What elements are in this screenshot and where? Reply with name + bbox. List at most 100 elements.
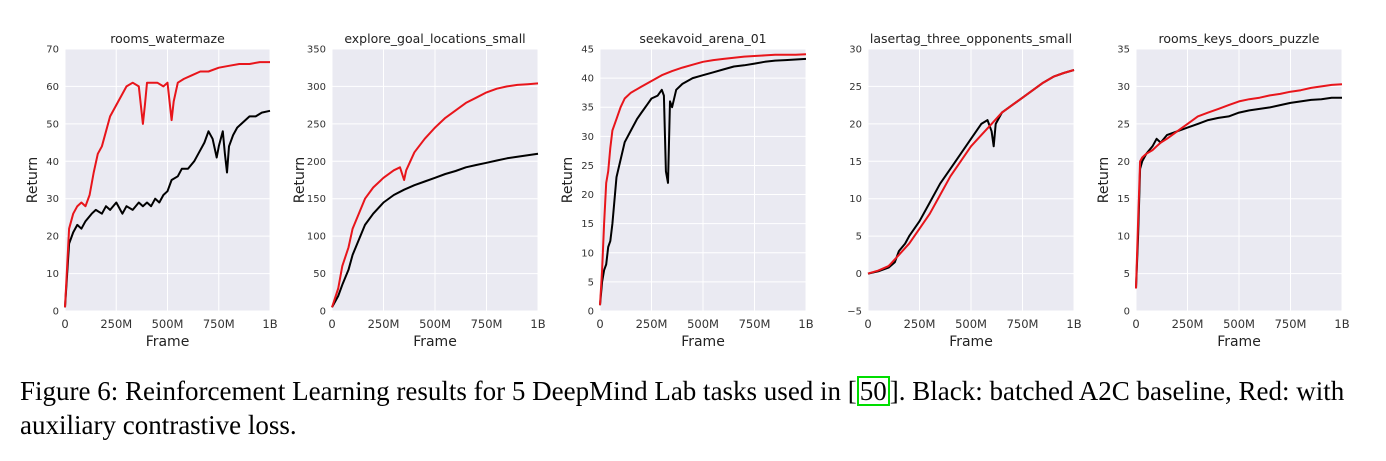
x-axis-label: Frame xyxy=(949,334,993,350)
x-tick-label: 0 xyxy=(328,317,335,331)
y-tick-label: 10 xyxy=(1117,232,1130,243)
x-tick-label: 250M xyxy=(636,317,668,331)
x-tick-label: 1B xyxy=(262,317,277,331)
x-tick-label: 250M xyxy=(904,317,936,331)
x-axis-label: Frame xyxy=(413,334,457,350)
x-tick-label: 1B xyxy=(1334,317,1349,331)
y-tick-label: 25 xyxy=(849,82,862,93)
caption-text-end: ]. Black: batched A2C baseline, Red: wit… xyxy=(20,376,1345,440)
chart-panel-5: 0 5 10 15 20 25 30 35 0 250M 500M 750M 1B rooms_keys_… xyxy=(1096,31,1350,350)
y-tick-label: 5 xyxy=(1124,269,1130,280)
baseline-series-line xyxy=(64,109,271,308)
y-tick-label: 50 xyxy=(313,269,326,280)
x-tick-label: 500M xyxy=(687,317,719,331)
y-axis-label: Return xyxy=(292,157,308,203)
y-tick-label: −5 xyxy=(847,307,862,318)
y-tick-label: 20 xyxy=(849,119,862,130)
x-axis-label: Frame xyxy=(146,334,190,350)
x-tick-label: 750M xyxy=(471,317,503,331)
y-tick-label: 15 xyxy=(581,219,594,230)
y-tick-label: 250 xyxy=(307,119,326,130)
y-tick-label: 15 xyxy=(1117,194,1130,205)
y-axis-label: Return xyxy=(1096,157,1112,203)
y-tick-label: 50 xyxy=(46,119,59,130)
chart-title: rooms_keys_doors_puzzle xyxy=(1158,31,1319,46)
baseline-series-line xyxy=(331,152,539,308)
x-axis-label: Frame xyxy=(681,334,725,350)
x-tick-label: 500M xyxy=(419,317,451,331)
contrastive-series-line xyxy=(64,61,270,308)
y-tick-label: 200 xyxy=(307,157,326,168)
citation-link[interactable]: 50 xyxy=(856,376,890,406)
chart-title: explore_goal_locations_small xyxy=(344,31,525,46)
y-tick-label: 10 xyxy=(849,194,862,205)
chart-panel-1: 0 10 20 30 40 50 60 70 0 250M 500M 750M 1B rooms_wate… xyxy=(25,31,278,350)
caption-text-start: Reinforcement Learning results for 5 Dee… xyxy=(125,376,857,406)
contrastive-series-line xyxy=(1135,83,1343,289)
y-tick-label: 100 xyxy=(307,232,326,243)
y-tick-label: 40 xyxy=(581,74,594,85)
chart-title: seekavoid_arena_01 xyxy=(639,31,766,46)
x-tick-label: 500M xyxy=(152,317,184,331)
y-tick-label: 25 xyxy=(1117,119,1130,130)
y-tick-label: 5 xyxy=(856,232,862,243)
caption-label: Figure 6: xyxy=(20,376,119,406)
x-tick-label: 500M xyxy=(1223,317,1255,331)
chart-panel-3: 0 5 10 15 20 25 30 35 40 45 0 250M 500M 750M 1B seekavo… xyxy=(560,31,814,350)
y-tick-label: 25 xyxy=(581,161,594,172)
x-tick-label: 500M xyxy=(955,317,987,331)
y-tick-label: 30 xyxy=(1117,82,1130,93)
baseline-series-line xyxy=(599,57,807,306)
x-tick-label: 0 xyxy=(61,317,68,331)
x-tick-label: 1B xyxy=(530,317,545,331)
y-tick-label: 40 xyxy=(46,157,59,168)
y-tick-label: 35 xyxy=(581,103,594,114)
contrastive-series-line xyxy=(331,82,539,308)
y-tick-label: 5 xyxy=(588,277,594,288)
y-tick-label: 30 xyxy=(46,194,59,205)
y-tick-label: 0 xyxy=(320,307,326,318)
x-tick-label: 750M xyxy=(739,317,771,331)
y-tick-label: 30 xyxy=(849,45,862,56)
y-tick-label: 35 xyxy=(1117,45,1130,56)
y-tick-label: 20 xyxy=(1117,157,1130,168)
y-tick-label: 10 xyxy=(46,269,59,280)
chart-title: rooms_watermaze xyxy=(110,31,225,46)
y-axis-label: Return xyxy=(25,157,41,203)
y-tick-label: 60 xyxy=(46,82,59,93)
x-tick-label: 0 xyxy=(596,317,603,331)
y-tick-label: 150 xyxy=(307,194,326,205)
x-tick-label: 750M xyxy=(203,317,235,331)
x-tick-label: 250M xyxy=(1172,317,1204,331)
x-tick-label: 750M xyxy=(1007,317,1039,331)
x-tick-label: 750M xyxy=(1275,317,1307,331)
y-tick-label: 0 xyxy=(53,307,59,318)
x-tick-label: 250M xyxy=(100,317,132,331)
y-tick-label: 20 xyxy=(581,190,594,201)
y-tick-label: 0 xyxy=(588,307,594,318)
x-tick-label: 250M xyxy=(368,317,400,331)
y-tick-label: 30 xyxy=(581,132,594,143)
x-tick-label: 1B xyxy=(798,317,813,331)
x-tick-label: 1B xyxy=(1066,317,1081,331)
x-axis-label: Frame xyxy=(1217,334,1261,350)
chart-title: lasertag_three_opponents_small xyxy=(870,31,1072,46)
y-tick-label: 300 xyxy=(307,82,326,93)
y-tick-label: 70 xyxy=(46,45,59,56)
y-tick-label: 15 xyxy=(849,157,862,168)
figure-caption: Figure 6: Reinforcement Learning results… xyxy=(20,374,1370,442)
x-tick-label: 0 xyxy=(864,317,871,331)
chart-panel-2: 0 50 100 150 200 250 300 350 0 250M 500M 750M 1B expl… xyxy=(292,31,546,350)
y-tick-label: 20 xyxy=(46,232,59,243)
contrastive-series-line xyxy=(599,53,807,306)
x-tick-label: 0 xyxy=(1132,317,1139,331)
y-axis-label: Return xyxy=(560,157,576,203)
y-tick-label: 0 xyxy=(856,269,862,280)
contrastive-series-line xyxy=(867,69,1075,275)
y-tick-label: 0 xyxy=(1124,307,1130,318)
y-tick-label: 10 xyxy=(581,248,594,259)
y-tick-label: 350 xyxy=(307,45,326,56)
y-tick-label: 45 xyxy=(581,45,594,56)
